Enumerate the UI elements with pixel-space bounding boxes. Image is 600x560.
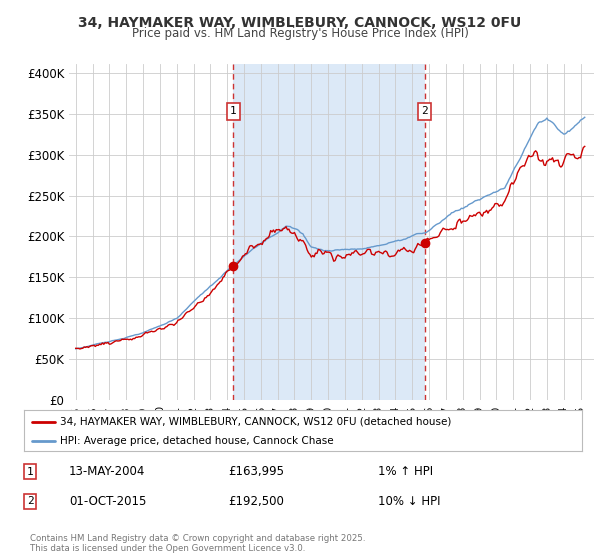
Text: 2: 2 — [26, 496, 34, 506]
Text: 1: 1 — [230, 106, 237, 116]
Text: £163,995: £163,995 — [228, 465, 284, 478]
Text: HPI: Average price, detached house, Cannock Chase: HPI: Average price, detached house, Cann… — [60, 436, 334, 446]
Text: 1: 1 — [26, 466, 34, 477]
Text: 1% ↑ HPI: 1% ↑ HPI — [378, 465, 433, 478]
Text: Contains HM Land Registry data © Crown copyright and database right 2025.
This d: Contains HM Land Registry data © Crown c… — [30, 534, 365, 553]
Text: £192,500: £192,500 — [228, 494, 284, 508]
Text: Price paid vs. HM Land Registry's House Price Index (HPI): Price paid vs. HM Land Registry's House … — [131, 27, 469, 40]
Bar — [233, 64, 425, 400]
Text: 34, HAYMAKER WAY, WIMBLEBURY, CANNOCK, WS12 0FU: 34, HAYMAKER WAY, WIMBLEBURY, CANNOCK, W… — [79, 16, 521, 30]
Text: 13-MAY-2004: 13-MAY-2004 — [69, 465, 145, 478]
Text: 10% ↓ HPI: 10% ↓ HPI — [378, 494, 440, 508]
Text: 34, HAYMAKER WAY, WIMBLEBURY, CANNOCK, WS12 0FU (detached house): 34, HAYMAKER WAY, WIMBLEBURY, CANNOCK, W… — [60, 417, 452, 427]
Text: 2: 2 — [422, 106, 428, 116]
Text: 01-OCT-2015: 01-OCT-2015 — [69, 494, 146, 508]
